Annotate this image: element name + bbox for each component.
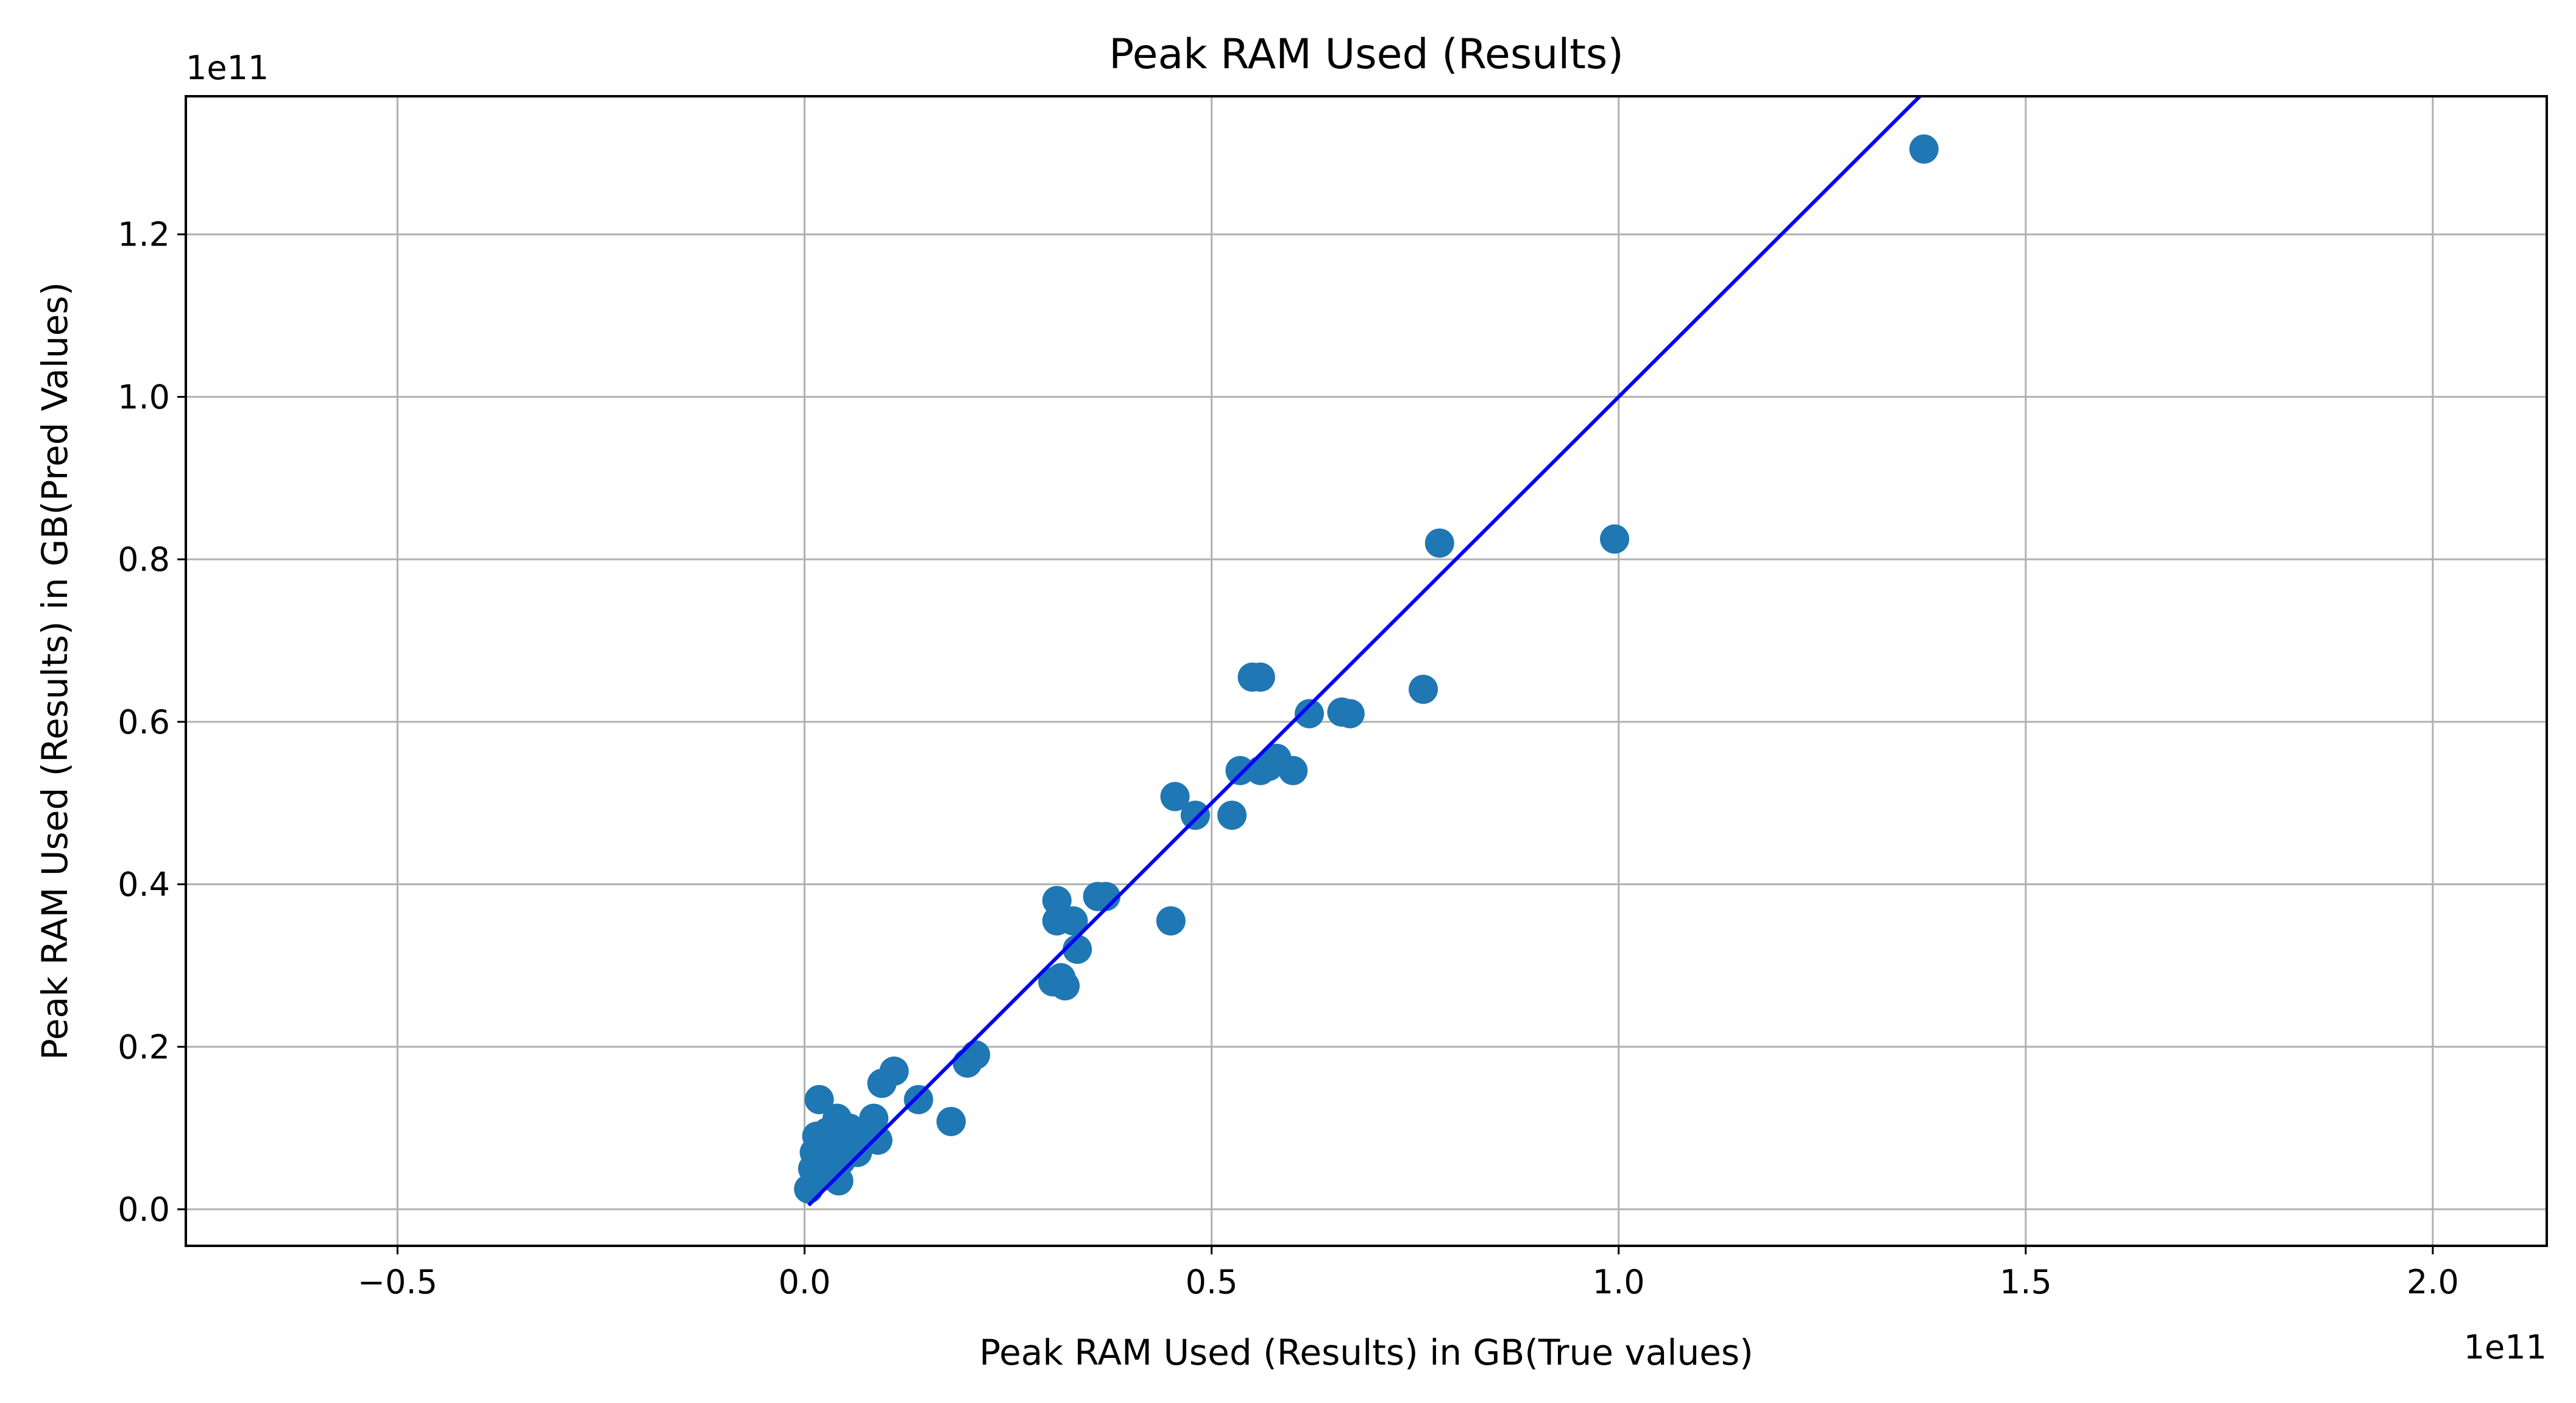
x-tick-label: 1.5 [2000, 1263, 2052, 1301]
y-axis-offset-text: 1e11 [186, 49, 269, 87]
scatter-point [804, 1084, 834, 1114]
scatter-point [1600, 524, 1630, 554]
scatter-point [1409, 674, 1438, 704]
y-axis-label: Peak RAM Used (Results) in GB(Pred Value… [34, 282, 76, 1060]
scatter-point [1160, 782, 1190, 811]
y-tick-label: 0.8 [118, 540, 170, 579]
y-tick-label: 1.2 [118, 216, 170, 254]
scatter-point [863, 1125, 893, 1155]
x-axis-label: Peak RAM Used (Results) in GB(True value… [979, 1332, 1753, 1373]
scatter-point [1278, 755, 1308, 785]
x-tick-label: 1.0 [1593, 1263, 1645, 1301]
scatter-point [1180, 800, 1210, 830]
x-tick-label: −0.5 [358, 1263, 437, 1301]
scatter-point [1225, 755, 1255, 785]
scatter-point [904, 1084, 933, 1114]
scatter-point [1424, 528, 1454, 558]
scatter-point [961, 1040, 991, 1070]
scatter-point [859, 1103, 889, 1133]
chart-title: Peak RAM Used (Results) [1109, 30, 1624, 79]
scatter-point [1156, 906, 1186, 936]
y-tick-label: 0.0 [118, 1190, 170, 1229]
scatter-point [1335, 699, 1365, 729]
scatter-point [1058, 906, 1088, 936]
x-tick-label: 0.5 [1186, 1263, 1238, 1301]
x-tick-label: 0.0 [779, 1263, 831, 1301]
y-tick-label: 1.0 [118, 378, 170, 416]
scatter-point [1909, 134, 1939, 164]
scatter-point [879, 1056, 909, 1086]
plot-frame [185, 95, 2548, 1247]
scatter-point [936, 1106, 966, 1136]
axis-ticks: −0.5 0.0 0.5 1.0 1.5 2.0 0.0 0.2 0.4 0.6 0.8 1.0 1.2 [118, 216, 2459, 1301]
x-axis-offset-text: 1e11 [2464, 1328, 2547, 1366]
reference-line [807, 94, 1922, 1207]
grid [186, 96, 2547, 1246]
x-tick-label: 2.0 [2407, 1263, 2459, 1301]
scatter-point [1050, 971, 1080, 1001]
y-tick-label: 0.4 [118, 866, 170, 904]
scatter-point [1245, 662, 1275, 692]
reference-line-group [807, 94, 1922, 1207]
scatter-point [1217, 800, 1247, 830]
y-tick-label: 0.6 [118, 703, 170, 741]
scatter-point [1042, 886, 1072, 916]
scatter-point [1294, 699, 1324, 729]
y-tick-label: 0.2 [118, 1028, 170, 1066]
